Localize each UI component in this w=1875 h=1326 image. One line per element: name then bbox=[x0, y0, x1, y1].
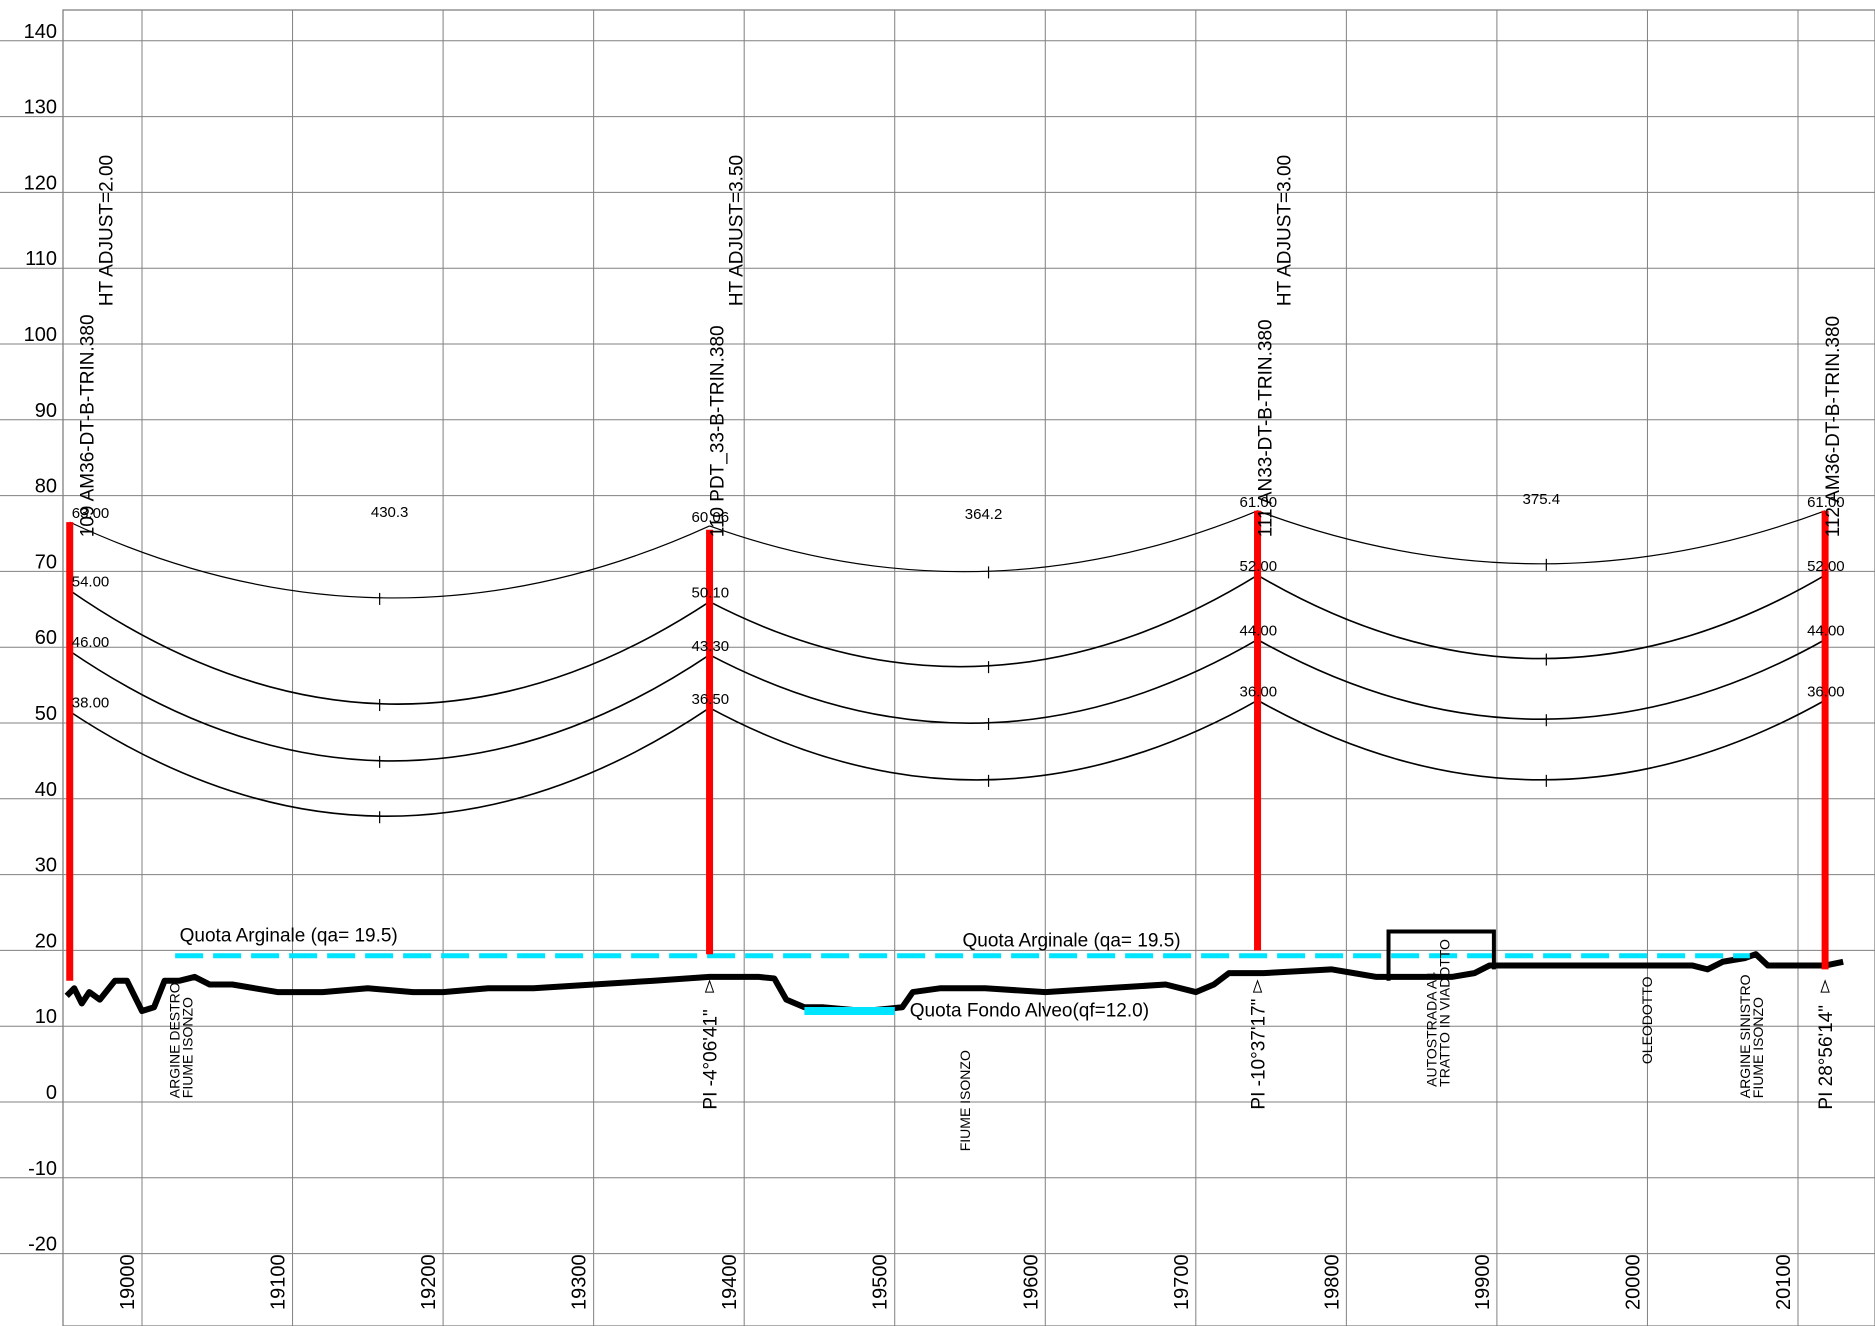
y-tick-label: 120 bbox=[24, 172, 57, 194]
quota-arginale-label: Quota Arginale (qa= 19.5) bbox=[180, 925, 398, 946]
x-tick-label: 20000 bbox=[1622, 1254, 1644, 1310]
attachment-height-label: 52.00 bbox=[1240, 558, 1278, 575]
attachment-height-label: 60.06 bbox=[692, 509, 730, 526]
tower-adjust-label: HT ADJUST=3.50 bbox=[727, 155, 748, 306]
span-length-label: 364.2 bbox=[965, 506, 1003, 523]
conductor-wire bbox=[709, 638, 1258, 724]
x-tick-label: 19700 bbox=[1171, 1254, 1193, 1310]
y-tick-label: -20 bbox=[28, 1234, 57, 1256]
plot-frame bbox=[62, 9, 1875, 1326]
quota-fondo-label: Quota Fondo Alveo(qf=12.0) bbox=[910, 1000, 1149, 1021]
pi-angle-label: PI -4°06'41" bbox=[701, 1009, 722, 1109]
feature-label: FIUME ISONZO bbox=[1750, 997, 1766, 1098]
x-tick-label: 19300 bbox=[569, 1254, 591, 1310]
x-tick-label: 19600 bbox=[1020, 1254, 1042, 1310]
y-tick-label: -10 bbox=[28, 1158, 57, 1180]
attachment-height-label: 54.00 bbox=[72, 573, 110, 590]
tower-name-label: 110 PDT_33-B-TRIN.380 bbox=[708, 325, 729, 537]
tower-name-label: 112 AM36-DT-B-TRIN.380 bbox=[1823, 316, 1844, 537]
attachment-height-label: 46.00 bbox=[72, 634, 110, 651]
attachment-height-label: 63.00 bbox=[72, 505, 110, 522]
attachment-height-label: 44.00 bbox=[1240, 623, 1278, 640]
feature-label: FIUME ISONZO bbox=[180, 997, 196, 1098]
pi-angle-label: PI -10°37'17" bbox=[1249, 999, 1270, 1110]
tower-name-label: 109 AM36-DT-B-TRIN.380 bbox=[78, 314, 99, 537]
conductor-wire bbox=[1257, 574, 1826, 660]
conductor-wire bbox=[69, 650, 711, 762]
conductor-wire bbox=[709, 574, 1258, 668]
x-tick-label: 19800 bbox=[1321, 1254, 1343, 1310]
feature-label: TRATTO IN VIADOTTO bbox=[1437, 939, 1453, 1087]
attachment-height-label: 44.00 bbox=[1807, 623, 1845, 640]
y-tick-label: 100 bbox=[24, 324, 57, 346]
x-tick-label: 19900 bbox=[1472, 1254, 1494, 1310]
pi-marker bbox=[1252, 979, 1263, 993]
x-tick-label: 19400 bbox=[719, 1254, 741, 1310]
quota-arginale-label: Quota Arginale (qa= 19.5) bbox=[962, 931, 1180, 952]
y-tick-label: 0 bbox=[46, 1082, 57, 1104]
attachment-height-label: 61.00 bbox=[1807, 494, 1845, 511]
attachment-height-label: 38.00 bbox=[72, 695, 110, 712]
conductor-wire bbox=[1257, 699, 1826, 781]
feature-label: OLEODOTTO bbox=[1639, 976, 1655, 1064]
viaduct-outline bbox=[1386, 929, 1496, 981]
pi-marker bbox=[1820, 979, 1830, 993]
y-tick-label: 80 bbox=[35, 476, 57, 498]
y-tick-label: 10 bbox=[35, 1006, 57, 1028]
y-tick-label: 30 bbox=[35, 855, 57, 877]
y-tick-label: 50 bbox=[35, 703, 57, 725]
y-tick-label: 20 bbox=[35, 930, 57, 952]
attachment-height-label: 52.00 bbox=[1807, 558, 1845, 575]
conductor-wire bbox=[1257, 510, 1826, 565]
x-tick-label: 19100 bbox=[268, 1254, 290, 1310]
span-length-label: 375.4 bbox=[1523, 491, 1561, 508]
feature-label: ARGINE SINISTRO bbox=[1737, 974, 1753, 1098]
attachment-height-label: 61.00 bbox=[1240, 494, 1278, 511]
conductor-wire bbox=[709, 699, 1258, 781]
span-length-label: 430.3 bbox=[371, 504, 409, 521]
attachment-height-label: 36.00 bbox=[1807, 683, 1845, 700]
attachment-height-label: 36.00 bbox=[1240, 683, 1278, 700]
y-tick-label: 60 bbox=[35, 627, 57, 649]
attachment-height-label: 50.10 bbox=[692, 585, 730, 602]
conductor-wire bbox=[709, 510, 1258, 573]
conductor-wire bbox=[69, 707, 711, 817]
y-tick-label: 130 bbox=[24, 97, 57, 119]
attachment-height-label: 36.50 bbox=[692, 691, 730, 708]
x-tick-label: 19500 bbox=[870, 1254, 892, 1310]
tower-adjust-label: HT ADJUST=2.00 bbox=[97, 155, 118, 306]
x-tick-label: 19000 bbox=[117, 1254, 139, 1310]
y-tick-label: 90 bbox=[35, 400, 57, 422]
feature-label: AUTOSTRADA A4 bbox=[1424, 972, 1440, 1087]
feature-label: ARGINE DESTRO bbox=[167, 982, 183, 1098]
pi-marker bbox=[704, 979, 715, 993]
x-tick-label: 20100 bbox=[1773, 1254, 1795, 1310]
tower-adjust-label: HT ADJUST=3.00 bbox=[1275, 155, 1296, 306]
y-tick-label: 70 bbox=[35, 551, 57, 573]
y-tick-label: 40 bbox=[35, 779, 57, 801]
x-tick-label: 19200 bbox=[418, 1254, 440, 1310]
conductor-wire bbox=[1257, 638, 1826, 720]
y-tick-label: 140 bbox=[24, 21, 57, 43]
attachment-height-label: 43.30 bbox=[692, 638, 730, 655]
conductor-wire bbox=[69, 589, 710, 705]
pi-angle-label: PI 28°56'14" bbox=[1816, 1005, 1837, 1110]
y-tick-label: 110 bbox=[25, 248, 57, 270]
tower-name-label: 111 AN33-DT-B-TRIN.380 bbox=[1256, 319, 1277, 537]
conductor-wire bbox=[69, 521, 710, 599]
feature-label: FIUME ISONZO bbox=[957, 1050, 973, 1151]
